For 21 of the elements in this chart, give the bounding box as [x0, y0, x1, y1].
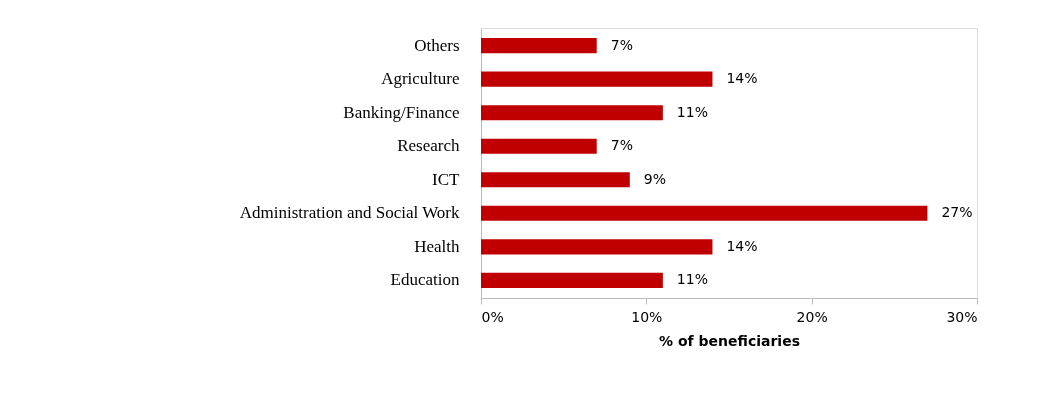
data-label: 14%: [726, 237, 758, 254]
x-tick-label: 20%: [796, 308, 828, 325]
x-axis-title: % of beneficiaries: [659, 332, 800, 349]
data-label: 14%: [726, 70, 758, 87]
y-tick-label: Health: [414, 236, 460, 256]
y-tick-label: Research: [397, 136, 460, 156]
x-tick-label: 30%: [946, 308, 978, 325]
data-label: 7%: [610, 137, 633, 154]
y-tick-label: Administration and Social Work: [239, 203, 460, 223]
data-label: 11%: [676, 103, 708, 120]
data-label: 9%: [643, 170, 667, 187]
y-tick-label: Agriculture: [381, 69, 460, 89]
x-tick-label: 10%: [631, 308, 663, 325]
y-tick-label: Education: [390, 270, 460, 290]
data-label: 27%: [941, 204, 973, 221]
y-tick-label: Banking/Finance: [343, 102, 460, 122]
x-tick-label: 0%: [481, 308, 504, 325]
y-tick-label: Others: [414, 35, 460, 55]
y-tick-label: ICT: [432, 169, 461, 189]
data-label: 11%: [676, 271, 708, 288]
data-label: 7%: [610, 36, 633, 53]
